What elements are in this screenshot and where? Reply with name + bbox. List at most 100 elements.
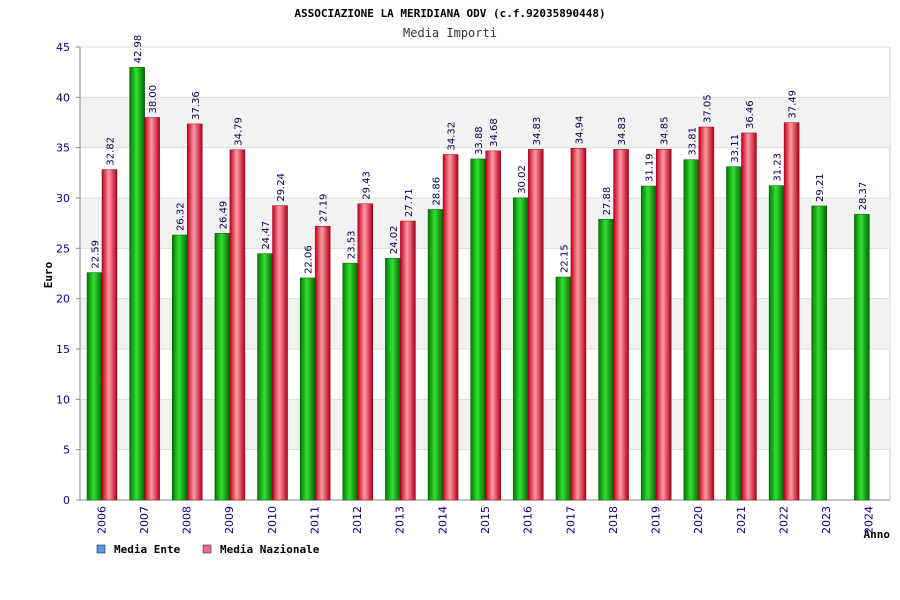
value-label-media-nazionale-2021: 36.46 bbox=[745, 100, 756, 129]
y-tick-label: 45 bbox=[56, 41, 70, 54]
value-label-media-nazionale-2013: 27.71 bbox=[404, 188, 415, 217]
value-label-media-ente-2010: 24.47 bbox=[261, 221, 272, 250]
bar-media-ente-2021 bbox=[726, 166, 742, 501]
value-label-media-nazionale-2015: 34.68 bbox=[489, 118, 500, 147]
value-label-media-nazionale-2008: 37.36 bbox=[191, 91, 202, 120]
bar-media-ente-2006 bbox=[86, 272, 103, 501]
x-tick-label: 2024 bbox=[863, 506, 876, 534]
bar-media-ente-2015 bbox=[470, 158, 486, 501]
bar-media-nazionale-2012 bbox=[357, 203, 374, 501]
value-label-media-ente-2009: 26.49 bbox=[218, 201, 229, 230]
value-label-media-nazionale-2007: 38.00 bbox=[148, 85, 159, 114]
y-tick-label: 10 bbox=[56, 393, 70, 406]
x-tick-label: 2007 bbox=[138, 506, 151, 534]
y-tick-label: 25 bbox=[56, 242, 70, 255]
bar-media-nazionale-2009 bbox=[229, 149, 246, 501]
bar-media-nazionale-2020 bbox=[698, 126, 715, 501]
bar-media-ente-2008 bbox=[172, 234, 188, 501]
y-tick-label: 30 bbox=[56, 192, 70, 205]
legend: Media Ente Media Nazionale bbox=[96, 543, 320, 556]
y-axis-label: Euro bbox=[42, 261, 55, 288]
bar-media-nazionale-2016 bbox=[528, 149, 544, 501]
value-label-media-nazionale-2012: 29.43 bbox=[361, 171, 372, 200]
x-tick-label: 2020 bbox=[692, 506, 705, 534]
value-label-media-ente-2016: 30.02 bbox=[517, 165, 528, 194]
bar-media-ente-2017 bbox=[555, 276, 572, 501]
x-tick-label: 2011 bbox=[308, 506, 321, 534]
x-tick-label: 2012 bbox=[351, 506, 364, 534]
bar-media-ente-2023 bbox=[811, 205, 827, 501]
x-tick-label: 2015 bbox=[479, 506, 492, 534]
bar-media-nazionale-2019 bbox=[655, 148, 672, 501]
value-label-media-ente-2008: 26.32 bbox=[176, 202, 187, 231]
value-label-media-ente-2023: 29.21 bbox=[815, 173, 826, 202]
bar-media-ente-2010 bbox=[257, 253, 273, 501]
value-label-media-nazionale-2006: 32.82 bbox=[106, 137, 117, 166]
y-tick-label: 0 bbox=[63, 494, 70, 507]
chart-subtitle: Media Importi bbox=[403, 26, 497, 40]
x-axis-label: Anno bbox=[864, 528, 891, 541]
value-label-media-ente-2011: 22.06 bbox=[304, 245, 315, 274]
bar-media-nazionale-2017 bbox=[570, 148, 587, 501]
x-tick-label: 2013 bbox=[394, 506, 407, 534]
bar-media-nazionale-2015 bbox=[485, 150, 501, 501]
x-tick-label: 2009 bbox=[223, 506, 236, 534]
value-label-media-ente-2024: 28.37 bbox=[858, 182, 869, 211]
x-tick-label: 2006 bbox=[95, 506, 108, 534]
value-label-media-ente-2022: 31.23 bbox=[773, 153, 784, 182]
value-label-media-nazionale-2018: 34.83 bbox=[617, 117, 628, 146]
x-tick-label: 2014 bbox=[436, 506, 449, 534]
bar-media-ente-2019 bbox=[640, 185, 657, 501]
x-tick-label: 2018 bbox=[607, 506, 620, 534]
bar-media-nazionale-2011 bbox=[314, 226, 331, 501]
bar-media-ente-2024 bbox=[854, 214, 870, 501]
x-tick-label: 2016 bbox=[522, 506, 535, 534]
y-tick-label: 35 bbox=[56, 142, 70, 155]
value-label-media-nazionale-2014: 34.32 bbox=[447, 122, 458, 151]
y-tick-label: 15 bbox=[56, 343, 70, 356]
x-tick-label: 2023 bbox=[820, 506, 833, 534]
x-tick-label: 2019 bbox=[650, 506, 663, 534]
value-label-media-nazionale-2016: 34.83 bbox=[532, 117, 543, 146]
legend-label-media-nazionale: Media Nazionale bbox=[220, 543, 320, 556]
bar-media-ente-2022 bbox=[768, 185, 785, 501]
value-label-media-ente-2019: 31.19 bbox=[645, 153, 656, 182]
bar-media-nazionale-2008 bbox=[187, 123, 203, 501]
x-tick-label: 2022 bbox=[777, 506, 790, 534]
legend-swatch-media-nazionale bbox=[202, 544, 212, 554]
legend-swatch-media-ente bbox=[96, 544, 106, 554]
value-labels: 22.59 32.82 42.98 38.00 26.32 37.36 26.49 34.79… bbox=[91, 35, 869, 274]
legend-label-media-ente: Media Ente bbox=[114, 543, 181, 556]
value-label-media-nazionale-2010: 29.24 bbox=[276, 173, 287, 202]
value-label-media-nazionale-2009: 34.79 bbox=[233, 117, 244, 146]
value-label-media-ente-2014: 28.86 bbox=[432, 177, 443, 206]
bar-media-ente-2013 bbox=[385, 257, 401, 501]
value-label-media-nazionale-2022: 37.49 bbox=[788, 90, 799, 119]
value-label-media-nazionale-2019: 34.85 bbox=[660, 117, 671, 146]
x-tick-label: 2008 bbox=[181, 506, 194, 534]
bars bbox=[86, 67, 870, 501]
x-tick-label: 2021 bbox=[735, 506, 748, 534]
x-tick-label: 2010 bbox=[266, 506, 279, 534]
bar-media-nazionale-2021 bbox=[741, 132, 757, 501]
bar-media-nazionale-2006 bbox=[101, 169, 118, 501]
bar-media-ente-2016 bbox=[513, 197, 529, 501]
y-tick-label: 5 bbox=[63, 444, 70, 457]
value-label-media-ente-2021: 33.11 bbox=[730, 134, 741, 163]
value-label-media-ente-2007: 42.98 bbox=[133, 35, 144, 64]
value-label-media-ente-2012: 23.53 bbox=[346, 230, 357, 259]
bar-media-nazionale-2007 bbox=[144, 117, 160, 501]
value-label-media-nazionale-2011: 27.19 bbox=[319, 194, 330, 223]
bar-media-ente-2012 bbox=[342, 262, 359, 501]
value-label-media-nazionale-2017: 34.94 bbox=[574, 116, 585, 145]
value-label-media-ente-2017: 22.15 bbox=[559, 244, 570, 273]
bar-media-ente-2018 bbox=[598, 219, 614, 501]
y-axis-ticks: 0 5 10 15 20 25 30 35 40 45 bbox=[56, 41, 80, 507]
bar-media-ente-2011 bbox=[299, 277, 316, 501]
y-tick-label: 40 bbox=[56, 91, 70, 104]
bar-media-nazionale-2018 bbox=[613, 149, 629, 501]
bar-media-ente-2007 bbox=[129, 67, 145, 501]
value-label-media-nazionale-2020: 37.05 bbox=[702, 94, 713, 123]
chart-title: ASSOCIAZIONE LA MERIDIANA ODV (c.f.92035… bbox=[294, 7, 605, 20]
